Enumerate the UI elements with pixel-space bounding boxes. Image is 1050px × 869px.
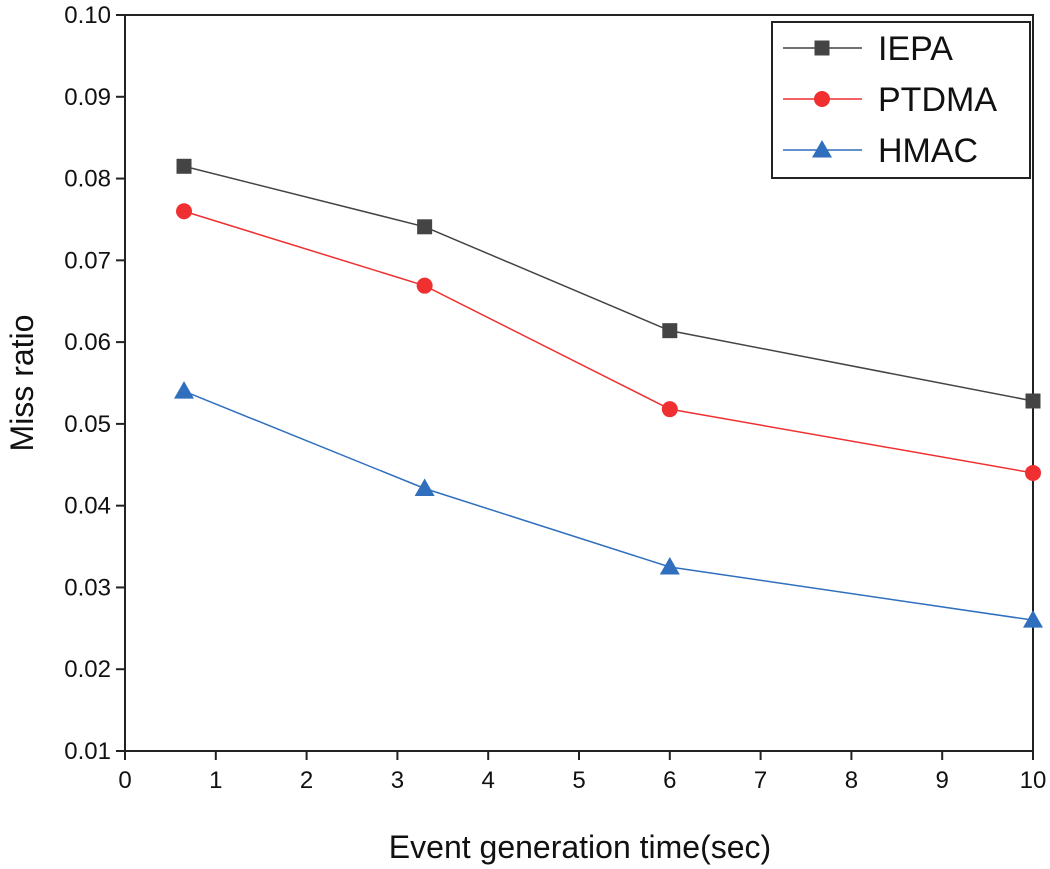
- legend-marker: [814, 40, 830, 56]
- data-point-ptdma: [416, 277, 433, 294]
- legend-marker: [812, 140, 832, 158]
- x-tick-label: 1: [209, 767, 222, 794]
- x-tick-label: 3: [391, 767, 404, 794]
- y-tick-label: 0.02: [64, 656, 111, 683]
- data-point-ptdma: [661, 401, 678, 418]
- series-layer: [174, 158, 1043, 628]
- y-tick-label: 0.01: [64, 738, 111, 765]
- legend-item-ptdma: PTDMA: [783, 81, 997, 119]
- x-tick-label: 8: [845, 767, 858, 794]
- x-tick-label: 5: [572, 767, 585, 794]
- series-hmac: [174, 381, 1043, 628]
- y-axis-ticks: 0.01 0.02 0.03 0.04 0.05 0.06 0.07 0.08 0.09 0.10: [64, 2, 125, 765]
- y-tick-label: 0.04: [64, 493, 111, 520]
- x-tick-label: 7: [754, 767, 767, 794]
- data-point-hmac: [659, 557, 680, 575]
- data-point-ptdma: [176, 203, 193, 220]
- x-tick-label: 0: [118, 767, 131, 794]
- x-axis-ticks: 0 1 2 3 4 5 6 7 8 9 10: [118, 751, 1046, 794]
- legend-label: IEPA: [878, 30, 953, 68]
- x-axis-title: Event generation time(sec): [389, 829, 771, 865]
- series-line-iepa: [183, 165, 1034, 402]
- y-tick-label: 0.03: [64, 574, 111, 601]
- x-tick-label: 4: [482, 767, 495, 794]
- x-tick-label: 6: [663, 767, 676, 794]
- data-point-iepa: [176, 158, 192, 174]
- data-point-iepa: [1025, 393, 1041, 409]
- legend-entries: IEPA PTDMA HMAC: [783, 30, 997, 170]
- y-tick-label: 0.08: [64, 166, 111, 193]
- y-tick-label: 0.09: [64, 84, 111, 111]
- y-tick-label: 0.06: [64, 329, 111, 356]
- y-tick-label: 0.05: [64, 411, 111, 438]
- data-point-hmac: [1023, 610, 1043, 628]
- data-point-hmac: [414, 478, 435, 496]
- x-tick-label: 10: [1020, 767, 1047, 794]
- series-iepa: [176, 158, 1041, 409]
- data-point-iepa: [417, 219, 433, 235]
- legend-item-hmac: HMAC: [783, 132, 978, 170]
- x-tick-label: 9: [936, 767, 949, 794]
- legend-label: PTDMA: [878, 81, 997, 119]
- data-point-iepa: [662, 323, 678, 339]
- legend: IEPA PTDMA HMAC: [771, 21, 1031, 179]
- y-tick-label: 0.07: [64, 247, 111, 274]
- legend-item-iepa: IEPA: [783, 30, 953, 68]
- data-point-hmac: [174, 381, 195, 399]
- legend-label: HMAC: [878, 132, 978, 170]
- series-line-hmac: [183, 390, 1034, 621]
- series-ptdma: [176, 203, 1041, 481]
- legend-marker: [814, 91, 830, 107]
- x-tick-label: 2: [300, 767, 313, 794]
- y-tick-label: 0.10: [64, 2, 111, 29]
- series-line-ptdma: [183, 210, 1034, 474]
- y-axis-title: Miss ratio: [4, 315, 40, 452]
- data-point-ptdma: [1025, 464, 1041, 481]
